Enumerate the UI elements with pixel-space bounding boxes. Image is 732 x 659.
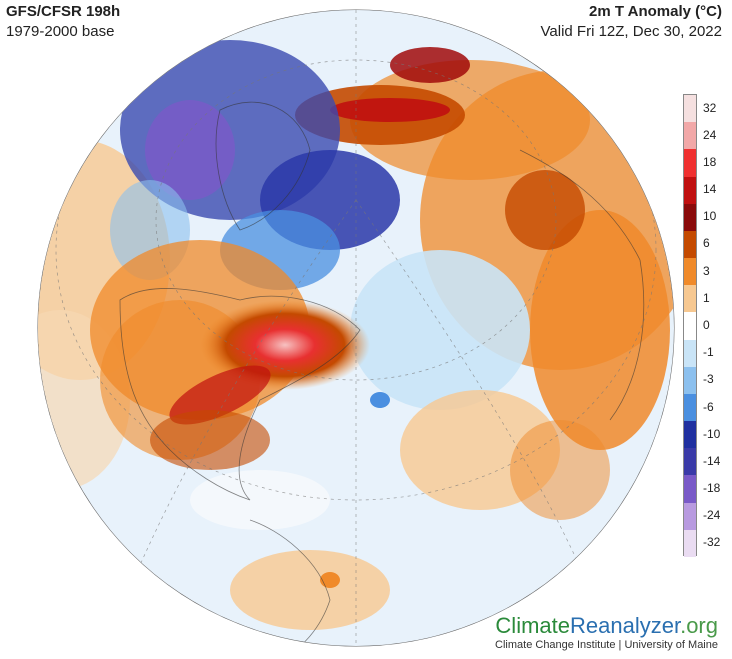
legend-tick-label: -10 [703, 426, 721, 441]
legend-swatch [684, 448, 696, 476]
legend-swatch [684, 203, 696, 231]
brand-title: ClimateReanalyzer.org [495, 614, 718, 638]
legend-swatch [684, 149, 696, 177]
legend-swatch [684, 529, 696, 557]
variable-label: 2m T Anomaly (°C) [589, 3, 722, 20]
legend-color-bar [683, 94, 697, 557]
legend-swatch [684, 122, 696, 150]
brand-subtitle: Climate Change Institute | University of… [495, 639, 718, 651]
legend-swatch [684, 502, 696, 530]
legend-tick-label: 10 [703, 209, 717, 224]
brand-logo: ClimateReanalyzer.org Climate Change Ins… [495, 614, 718, 652]
legend-tick-label: 32 [703, 100, 717, 115]
legend-tick-label: -1 [703, 345, 714, 360]
legend-swatch [684, 393, 696, 422]
legend-swatch [684, 176, 696, 204]
legend-swatch [684, 285, 696, 313]
legend-tick-label: 14 [703, 182, 717, 197]
legend-tick-label: -18 [703, 481, 721, 496]
legend-swatch [684, 421, 696, 449]
legend-tick-label: 24 [703, 127, 717, 142]
legend-tick-label: -14 [703, 453, 721, 468]
valid-time-label: Valid Fri 12Z, Dec 30, 2022 [540, 23, 722, 40]
brand-part1: Climate [495, 613, 570, 638]
model-run-label: GFS/CFSR 198h [6, 3, 121, 20]
legend-tick-label: 6 [703, 236, 710, 251]
legend-swatch [684, 475, 696, 503]
legend-tick-label: -6 [703, 399, 714, 414]
brand-part2: Reanalyzer [570, 613, 681, 638]
baseline-label: 1979-2000 base [6, 23, 115, 40]
legend-tick-label: -32 [703, 535, 721, 550]
header-left: GFS/CFSR 198h 1979-2000 base [6, 2, 120, 42]
legend-tick-label: 3 [703, 263, 710, 278]
legend-swatch [684, 339, 696, 367]
legend-swatch [684, 230, 696, 259]
header-right: 2m T Anomaly (°C) Valid Fri 12Z, Dec 30,… [541, 2, 722, 42]
legend-tick-label: 0 [703, 318, 710, 332]
legend-swatch [684, 258, 696, 286]
legend-swatch [684, 366, 696, 394]
legend-tick-label: -24 [703, 508, 721, 523]
brand-part3: .org [680, 613, 718, 638]
legend-swatch [684, 312, 696, 340]
legend-tick-label: -3 [703, 372, 714, 387]
legend-swatch [684, 95, 696, 123]
legend-tick-label: 1 [703, 290, 710, 305]
legend-tick-label: 18 [703, 154, 717, 169]
